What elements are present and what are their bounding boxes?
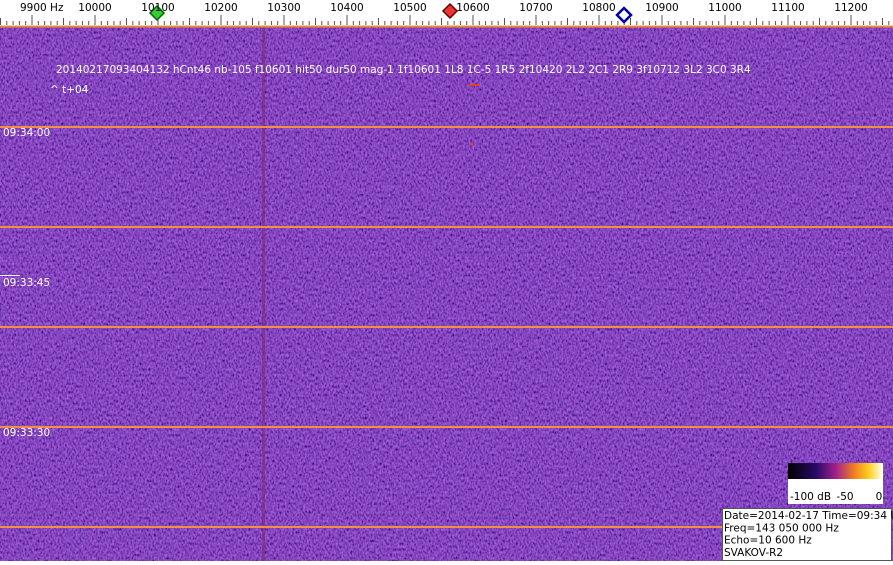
colorbar-scale xyxy=(788,479,883,504)
ruler-label: 10700 xyxy=(519,2,552,14)
ruler-label: 10800 xyxy=(582,2,615,14)
ruler-label: 10400 xyxy=(330,2,363,14)
ruler-label: 11100 xyxy=(771,2,804,14)
colorbar xyxy=(788,463,883,479)
echo-trace xyxy=(470,143,473,145)
carrier-line xyxy=(262,27,265,561)
marker-green[interactable] xyxy=(148,4,166,22)
info-line: Freq=143 050 000 Hz xyxy=(724,522,839,534)
echo-trace xyxy=(468,84,480,86)
ruler-label: 10300 xyxy=(267,2,300,14)
marker-blue[interactable] xyxy=(615,6,633,24)
ruler-label: 9900 Hz xyxy=(20,2,64,14)
info-line: Date=2014-02-17 Time=09:34 UTC xyxy=(724,510,893,522)
colorbar-label: -50 xyxy=(836,491,853,503)
ruler-label: 10000 xyxy=(78,2,111,14)
ruler-label: 11000 xyxy=(708,2,741,14)
info-line: Echo=10 600 Hz xyxy=(724,535,812,547)
colorbar-label: -100 dB xyxy=(790,491,831,503)
waterfall-noise xyxy=(0,27,893,561)
annotation: 20140217093404132 hCnt46 nb-105 f10601 h… xyxy=(56,64,751,76)
ruler-ticks xyxy=(0,15,890,25)
ruler-label: 11200 xyxy=(834,2,867,14)
marker-red[interactable] xyxy=(441,2,459,20)
ruler-label: 10900 xyxy=(645,2,678,14)
time-label: 09:33:30 xyxy=(3,427,50,439)
ruler-label: 10500 xyxy=(393,2,426,14)
ruler-label: 10200 xyxy=(204,2,237,14)
time-label: 09:34:00 xyxy=(3,127,50,139)
info-line: SVAKOV-R2 xyxy=(724,547,783,559)
time-label: 09:33:45 xyxy=(3,277,50,289)
ruler-label: 10100 xyxy=(141,2,174,14)
info-box xyxy=(722,508,892,561)
ruler-label: 10600 xyxy=(456,2,489,14)
time-offset: ^ t+04 xyxy=(50,84,89,96)
time-lines xyxy=(0,126,893,528)
colorbar-label: 0 xyxy=(876,491,883,503)
